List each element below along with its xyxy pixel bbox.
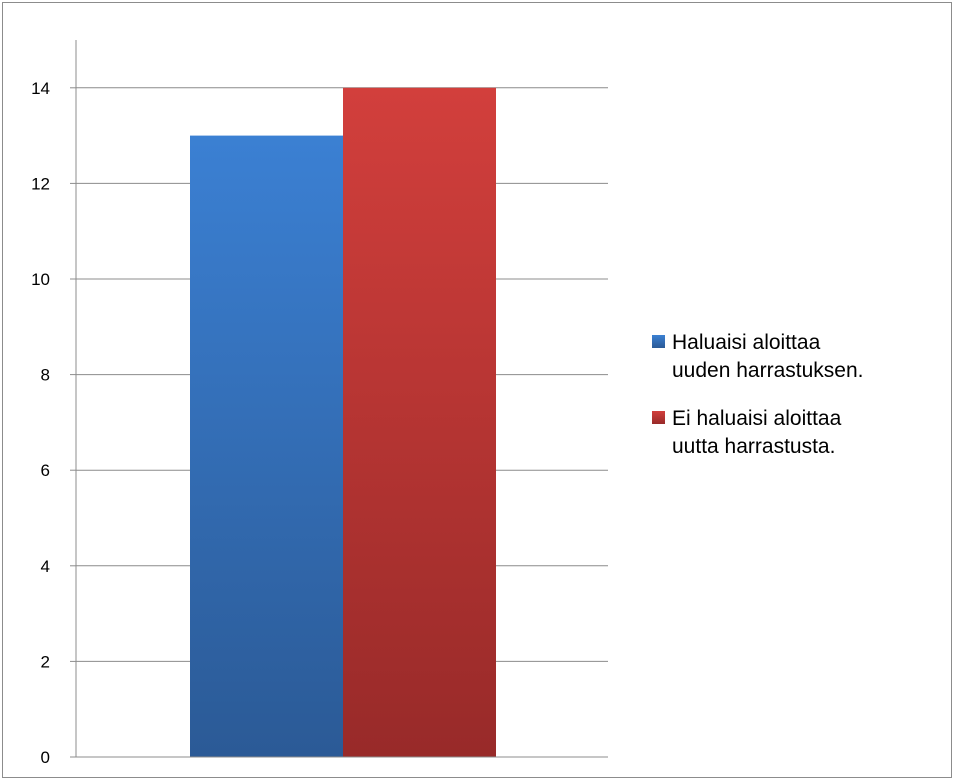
y-tick-label: 12 [31, 174, 50, 193]
legend: Haluaisi aloittaa uuden harrastuksen. Ei h… [652, 331, 863, 458]
y-axis: 0 2 4 6 8 10 12 14 [31, 40, 77, 767]
bars [190, 87, 496, 758]
legend-label: Haluaisi aloittaa [672, 331, 821, 354]
y-tick-label: 8 [41, 366, 50, 385]
legend-label: uuden harrastuksen. [672, 359, 863, 382]
y-tick-label: 14 [31, 79, 50, 98]
legend-label: uutta harrastusta. [672, 435, 835, 458]
legend-label: Ei haluaisi aloittaa [672, 407, 842, 430]
y-tick-label: 10 [31, 270, 50, 289]
y-tick-label: 0 [41, 748, 50, 767]
y-tick-label: 6 [41, 461, 50, 480]
bar-haluaisi [190, 135, 343, 758]
y-tick-label: 4 [41, 557, 50, 576]
legend-swatch [652, 411, 665, 424]
y-tick-label: 2 [41, 652, 50, 671]
legend-swatch [652, 335, 665, 348]
bar-ei-haluaisi [343, 87, 496, 758]
